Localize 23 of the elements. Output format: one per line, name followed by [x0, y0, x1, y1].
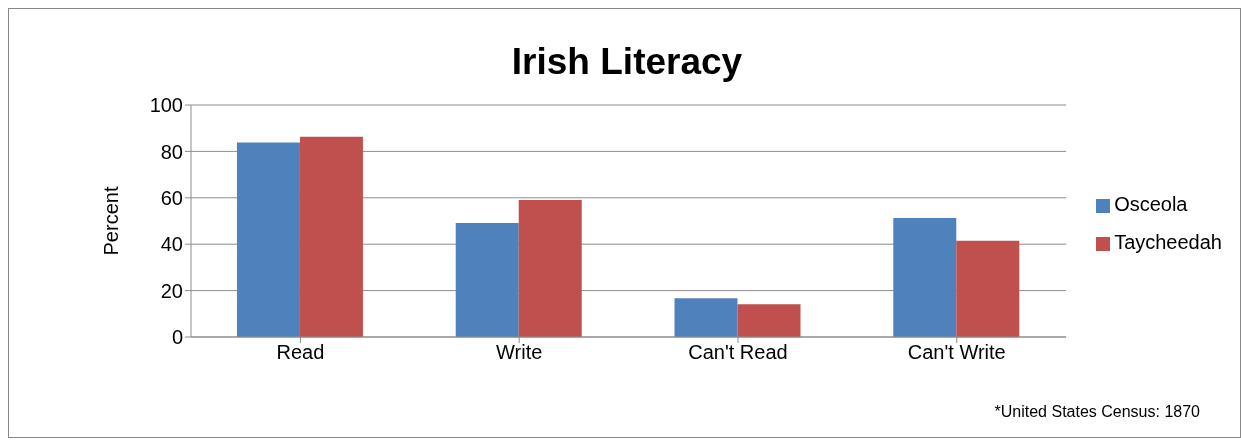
bar [956, 240, 1020, 337]
y-tick-label: 0 [171, 326, 183, 349]
x-tick-label: Can't Read [688, 341, 788, 364]
bar [299, 136, 363, 337]
bar [674, 298, 738, 337]
bar [236, 142, 300, 337]
y-axis-title: Percent [100, 186, 123, 256]
bar [737, 304, 801, 337]
x-tick-label: Can't Write [907, 341, 1006, 364]
x-tick-label: Write [496, 341, 543, 364]
y-tick-label: 80 [160, 140, 183, 163]
text: *United States Census: 1870 [994, 403, 1200, 421]
legend-label: Osceola [1114, 193, 1188, 215]
x-tick-label: Read [276, 341, 325, 364]
y-tick-label: 40 [160, 233, 183, 256]
y-tick-label: 60 [160, 186, 183, 209]
bar [455, 223, 519, 337]
y-tick-label: 100 [149, 94, 183, 117]
chart-title: Irish Literacy [510, 41, 744, 83]
legend-label: Taycheedah [1114, 231, 1222, 253]
y-tick-label: 20 [160, 279, 183, 302]
bar [893, 217, 957, 337]
bar [518, 200, 582, 337]
